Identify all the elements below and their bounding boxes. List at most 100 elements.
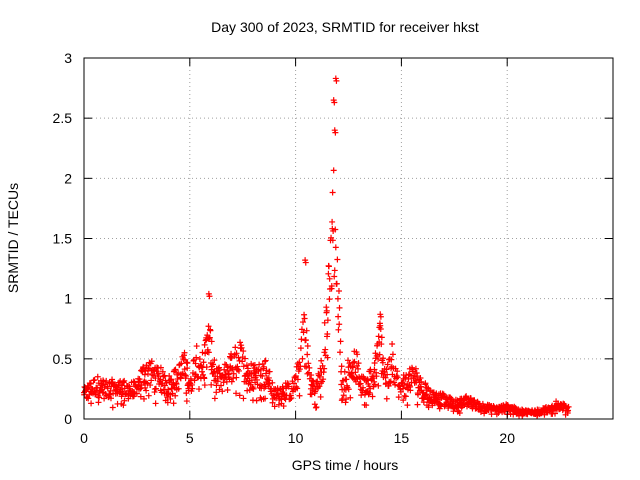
data-point <box>298 336 305 343</box>
data-point <box>318 357 325 364</box>
data-point <box>210 361 217 368</box>
chart-title: Day 300 of 2023, SRMTID for receiver hks… <box>211 19 479 35</box>
data-point <box>321 349 328 356</box>
data-point <box>167 395 174 402</box>
data-point <box>332 129 339 136</box>
data-point <box>331 99 338 106</box>
data-point <box>140 363 147 370</box>
data-point <box>323 307 330 314</box>
data-point <box>352 369 359 376</box>
data-point <box>299 355 306 362</box>
data-point <box>372 350 379 357</box>
data-point <box>256 361 263 368</box>
data-point <box>137 385 144 392</box>
data-point <box>121 377 128 384</box>
data-point <box>371 381 378 388</box>
data-point <box>206 293 213 300</box>
data-point <box>148 358 155 365</box>
data-point <box>399 385 406 392</box>
data-point <box>240 363 247 370</box>
data-point <box>565 403 572 410</box>
data-point <box>201 341 208 348</box>
data-point <box>400 397 407 404</box>
data-point <box>456 410 463 417</box>
data-point <box>178 371 185 378</box>
data-point <box>213 389 220 396</box>
data-point <box>184 360 191 367</box>
data-point <box>397 388 404 395</box>
data-point <box>163 379 170 386</box>
data-point <box>304 351 311 358</box>
data-point <box>168 376 175 383</box>
data-point <box>152 385 159 392</box>
data-point <box>207 327 214 334</box>
data-point <box>181 349 188 356</box>
data-point <box>383 366 390 373</box>
data-point <box>262 357 269 364</box>
data-point <box>329 218 336 225</box>
y-tick-label: 0 <box>64 411 72 427</box>
data-point <box>412 365 419 372</box>
data-point <box>160 373 167 380</box>
data-point <box>196 356 203 363</box>
data-point <box>266 368 273 375</box>
data-point <box>170 400 177 407</box>
data-point <box>321 319 328 326</box>
data-point <box>87 380 94 387</box>
data-point <box>152 400 159 407</box>
data-point <box>237 339 244 346</box>
x-tick-label: 20 <box>499 430 515 446</box>
data-point <box>131 379 138 386</box>
data-point <box>389 341 396 348</box>
data-point <box>189 385 196 392</box>
data-point <box>328 283 335 290</box>
data-point <box>359 384 366 391</box>
data-point <box>164 399 171 406</box>
data-point <box>322 346 329 353</box>
data-point <box>157 376 164 383</box>
data-point <box>208 381 215 388</box>
data-point <box>140 395 147 402</box>
data-point <box>195 374 202 381</box>
data-point <box>375 382 382 389</box>
data-point <box>375 356 382 363</box>
data-point <box>363 377 370 384</box>
data-point <box>335 288 342 295</box>
data-point <box>308 391 315 398</box>
data-point <box>388 356 395 363</box>
data-point <box>417 375 424 382</box>
data-point <box>394 368 401 375</box>
data-point <box>335 313 342 320</box>
data-point <box>337 338 344 345</box>
data-point <box>380 355 387 362</box>
data-point <box>85 395 92 402</box>
data-point <box>254 381 261 388</box>
data-point <box>414 373 421 380</box>
data-point <box>345 386 352 393</box>
data-point <box>338 381 345 388</box>
data-point <box>329 237 336 244</box>
data-point <box>240 348 247 355</box>
data-point <box>303 327 310 334</box>
data-point <box>330 167 337 174</box>
data-point <box>240 395 247 402</box>
y-tick-label: 0.5 <box>53 351 73 367</box>
data-point <box>291 380 298 387</box>
data-point <box>201 382 208 389</box>
data-point <box>86 380 93 387</box>
data-point <box>232 344 239 351</box>
data-point <box>236 392 243 399</box>
data-point <box>285 383 292 390</box>
data-point <box>326 275 333 282</box>
data-point <box>422 380 429 387</box>
data-point <box>301 315 308 322</box>
data-point <box>193 354 200 361</box>
data-point <box>407 387 414 394</box>
data-point <box>291 374 298 381</box>
data-point <box>415 391 422 398</box>
data-point <box>266 380 273 387</box>
data-point <box>259 373 266 380</box>
data-point <box>211 357 218 364</box>
data-points <box>81 75 572 419</box>
